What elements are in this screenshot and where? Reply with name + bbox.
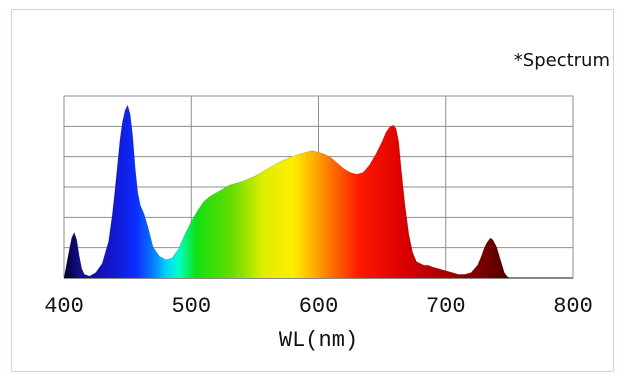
x-tick-label: 700	[426, 294, 466, 319]
x-tick-labels: 400 500 600 700 800	[44, 294, 593, 319]
x-tick-label: 800	[553, 294, 593, 319]
x-axis-title: WL(nm)	[279, 328, 358, 353]
x-tick-label: 500	[171, 294, 211, 319]
x-tick-label: 400	[44, 294, 84, 319]
x-tick-label: 600	[299, 294, 339, 319]
